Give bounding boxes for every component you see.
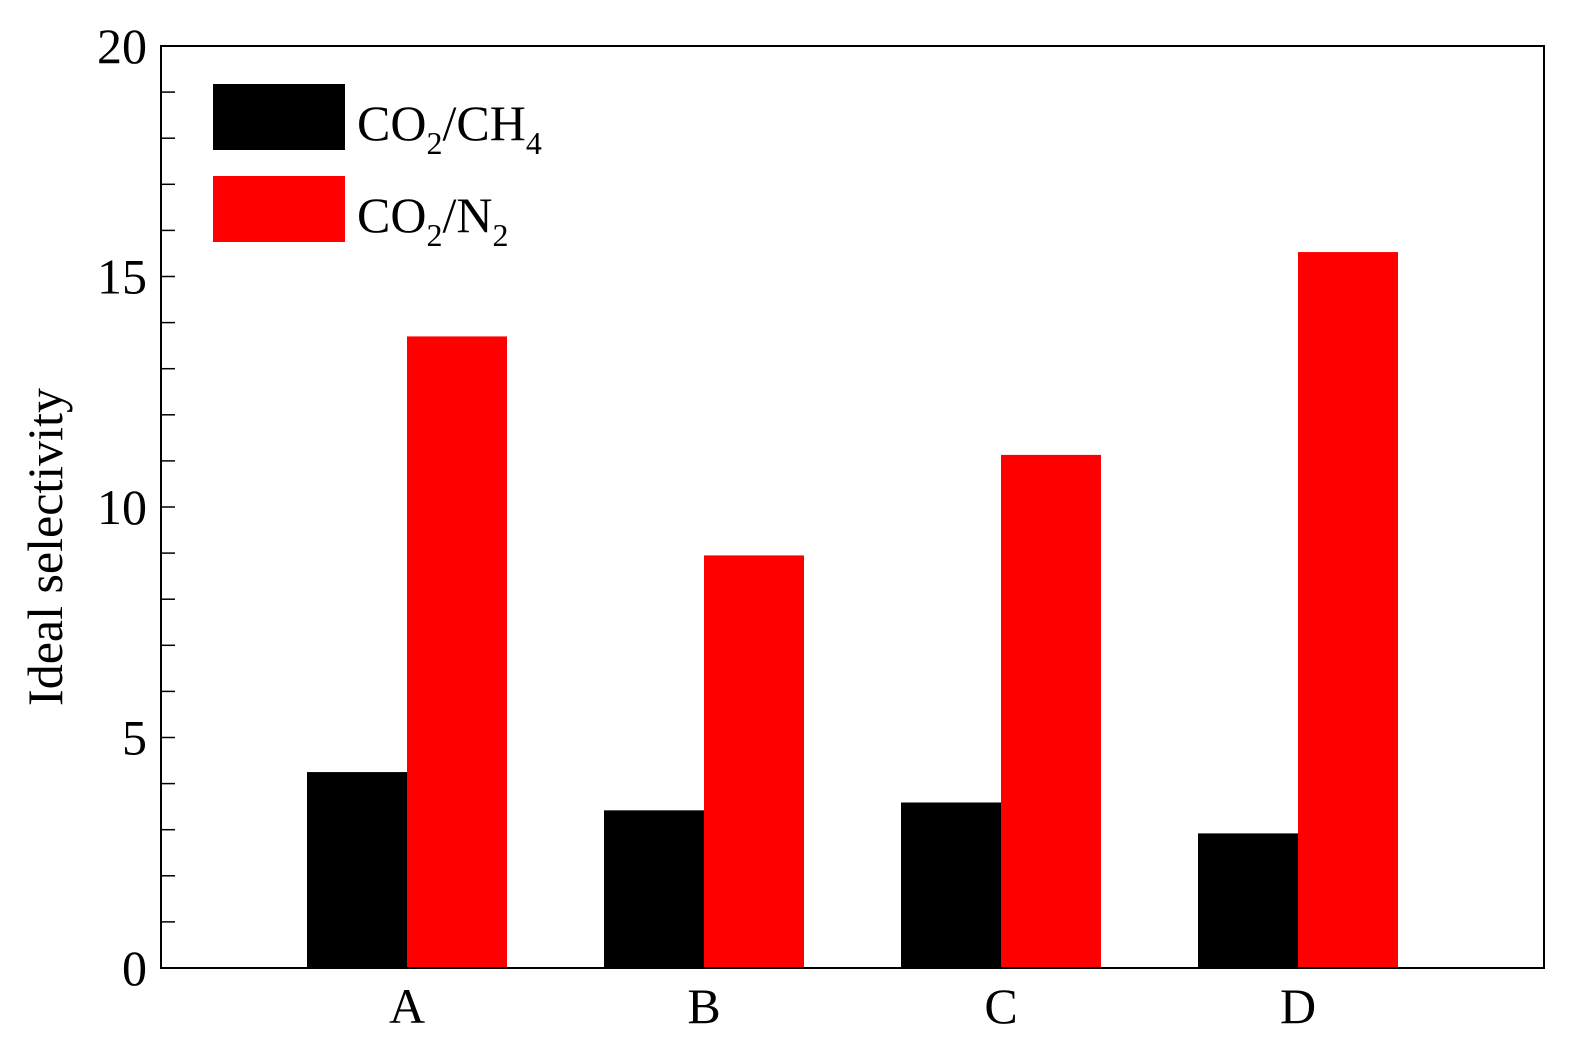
bar-co2-ch4-c — [901, 802, 1001, 968]
bar-co2-n2-d — [1298, 252, 1398, 968]
x-tick-label: D — [1280, 978, 1316, 1034]
bars-group — [307, 252, 1398, 969]
x-tick-label: C — [984, 978, 1017, 1034]
y-axis-ticks: 0 5 10 15 20 — [97, 18, 175, 996]
bar-co2-n2-a — [407, 336, 507, 968]
bar-co2-ch4-b — [604, 810, 704, 968]
legend: CO2/CH4 CO2/N2 — [213, 84, 542, 253]
bar-co2-ch4-d — [1198, 833, 1298, 968]
y-tick-label: 0 — [122, 940, 147, 996]
legend-swatch-co2-ch4 — [213, 84, 345, 150]
x-tick-label: B — [687, 978, 720, 1034]
y-tick-label: 20 — [97, 18, 147, 74]
legend-swatch-co2-n2 — [213, 176, 345, 242]
bar-co2-ch4-a — [307, 772, 407, 968]
legend-label-co2-n2: CO2/N2 — [357, 187, 508, 253]
y-axis-title: Ideal selectivity — [17, 388, 73, 706]
y-tick-label: 15 — [97, 249, 147, 305]
x-tick-label: A — [389, 978, 425, 1034]
y-tick-label: 10 — [97, 479, 147, 535]
bar-co2-n2-b — [704, 555, 804, 968]
bar-co2-n2-c — [1001, 454, 1101, 969]
x-axis-ticks: A B C D — [389, 978, 1316, 1034]
legend-label-co2-ch4: CO2/CH4 — [357, 95, 542, 161]
y-tick-label: 5 — [122, 710, 147, 766]
